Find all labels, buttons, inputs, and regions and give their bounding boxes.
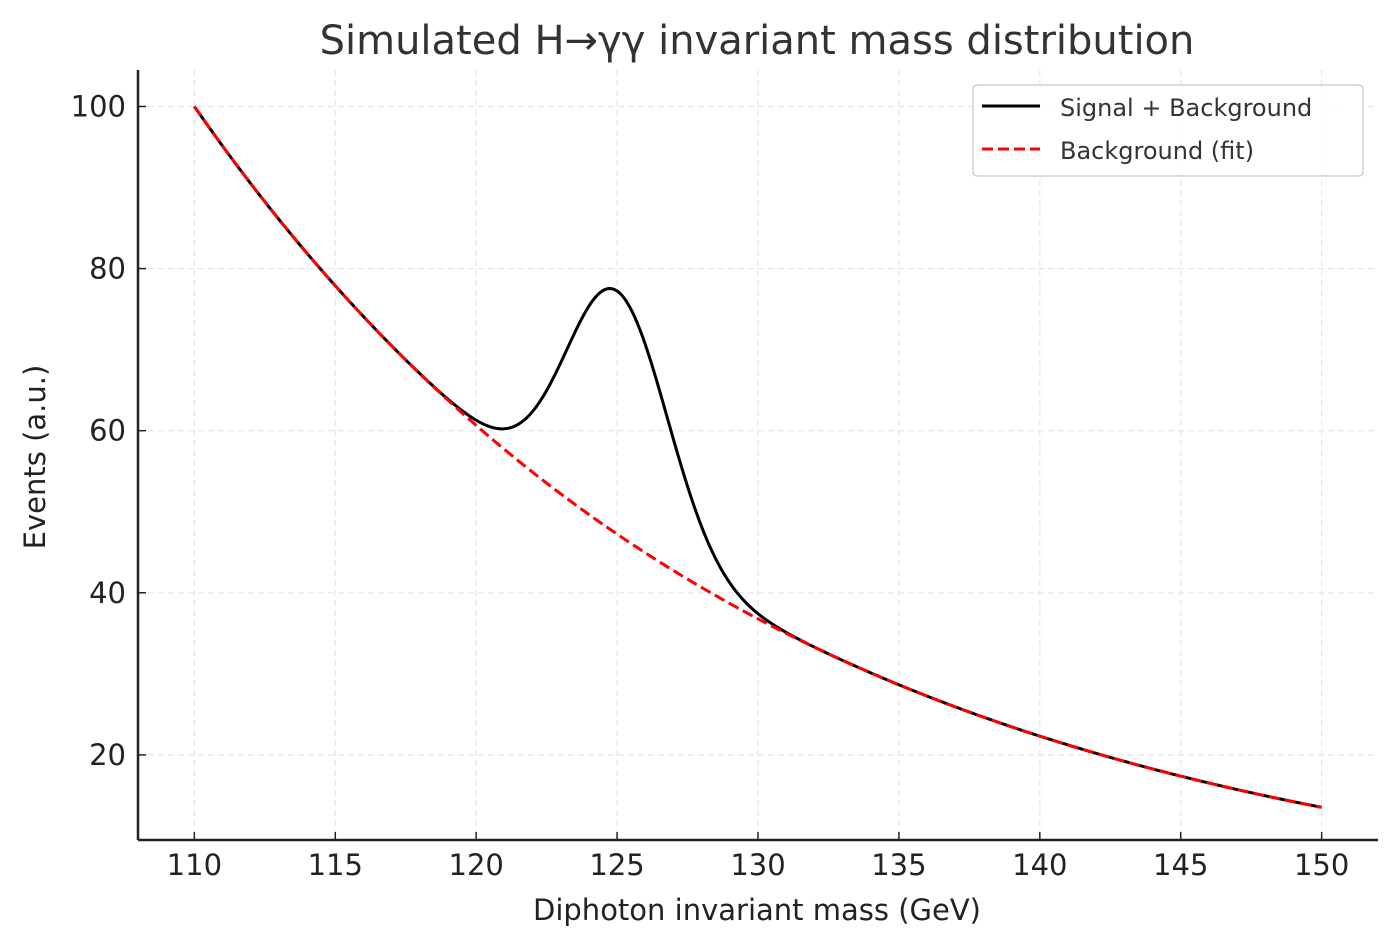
x-tick-label: 120 [449, 848, 504, 882]
legend-label-signal-background: Signal + Background [1060, 94, 1312, 122]
y-axis-ticks: 20 40 60 80 100 [71, 89, 146, 772]
x-tick-label: 110 [167, 848, 222, 882]
y-tick-label: 60 [89, 414, 126, 448]
legend-frame [972, 84, 1364, 177]
x-tick-label: 150 [1294, 848, 1349, 882]
chart-title: Simulated H→γγ invariant mass distributi… [320, 18, 1195, 64]
y-tick-label: 100 [71, 89, 126, 123]
x-tick-label: 135 [871, 848, 926, 882]
y-tick-label: 20 [89, 738, 126, 772]
grid [138, 70, 1378, 840]
x-tick-label: 145 [1153, 848, 1208, 882]
series-background-fit [193, 105, 1322, 809]
x-tick-label: 115 [308, 848, 363, 882]
x-axis-ticks: 110 115 120 125 130 135 140 145 150 [167, 832, 1349, 882]
x-tick-label: 140 [1012, 848, 1067, 882]
y-tick-label: 40 [89, 576, 126, 610]
x-axis-label: Diphoton invariant mass (GeV) [533, 893, 981, 927]
legend: Signal + Background Background (fit) [972, 84, 1364, 177]
x-tick-label: 125 [589, 848, 644, 882]
series-layer [193, 105, 1322, 809]
y-tick-label: 80 [89, 252, 126, 286]
y-axis-label: Events (a.u.) [18, 365, 52, 550]
legend-label-background-fit: Background (fit) [1060, 137, 1254, 165]
x-tick-label: 130 [730, 848, 785, 882]
